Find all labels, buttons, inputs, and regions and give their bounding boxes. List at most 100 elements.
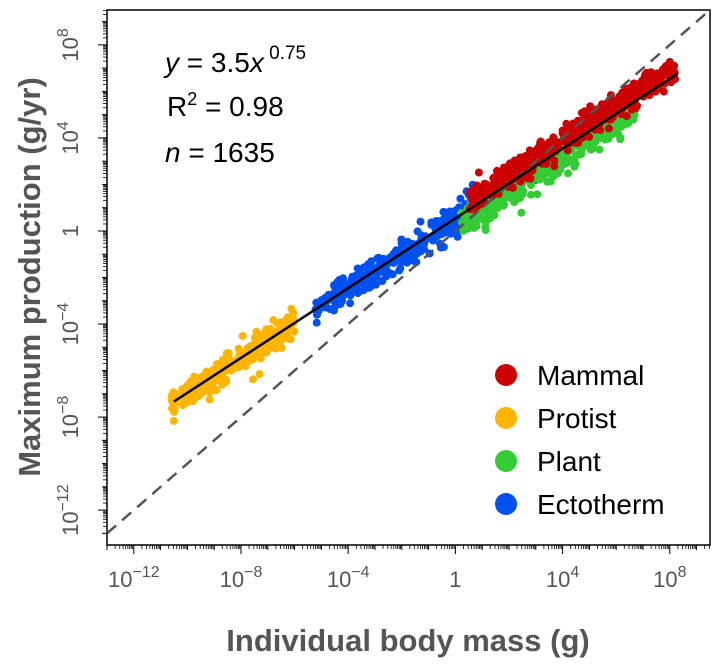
data-point — [549, 133, 558, 142]
data-point — [289, 308, 298, 317]
data-point — [527, 181, 535, 190]
data-point — [589, 144, 598, 153]
data-point — [278, 335, 287, 343]
equation-text: y = 3.5x 0.75 — [163, 43, 306, 78]
data-point — [508, 183, 517, 192]
data-point — [312, 318, 321, 327]
data-point — [168, 404, 177, 413]
data-point — [502, 192, 511, 201]
x-tick-label: 108 — [653, 564, 686, 592]
data-point — [489, 174, 498, 183]
legend-item-mammal: Mammal — [495, 360, 644, 391]
x-tick-label: 1 — [449, 567, 461, 592]
sample-size-text: n = 1635 — [165, 137, 275, 168]
data-point — [453, 232, 462, 241]
data-point — [446, 207, 454, 216]
data-point — [346, 299, 355, 308]
data-point — [473, 192, 482, 200]
y-tick-label: 10−4 — [55, 303, 83, 346]
data-point — [560, 160, 569, 168]
data-point — [526, 190, 535, 199]
legend-label: Mammal — [537, 360, 644, 391]
series-protist — [167, 304, 299, 425]
data-point — [604, 124, 613, 133]
data-point — [398, 241, 407, 250]
data-point — [397, 235, 406, 244]
data-point — [567, 133, 576, 142]
data-point — [416, 217, 425, 226]
x-tick-label: 10−4 — [327, 564, 370, 592]
data-point — [413, 227, 422, 236]
data-point — [234, 344, 243, 353]
data-point — [606, 106, 615, 115]
data-point — [260, 328, 269, 337]
legend-marker — [495, 407, 517, 429]
data-point — [550, 162, 559, 171]
data-point — [183, 382, 192, 390]
data-point — [346, 291, 355, 300]
data-point — [249, 375, 258, 384]
legend-marker — [495, 450, 517, 472]
data-point — [456, 194, 465, 203]
data-point — [169, 388, 178, 397]
data-point — [231, 363, 239, 371]
y-tick-label: 104 — [55, 121, 83, 154]
x-tick-label: 10−8 — [220, 564, 263, 592]
legend-label: Plant — [537, 446, 601, 477]
y-tick-label: 10−12 — [55, 484, 83, 536]
data-point — [670, 61, 679, 70]
data-point — [620, 120, 629, 129]
x-axis: 10−12 10−8 10−4 1 104 108 — [106, 545, 710, 592]
x-tick-label: 104 — [546, 564, 579, 592]
data-point — [622, 112, 631, 121]
data-point — [238, 332, 247, 340]
data-point — [222, 375, 231, 384]
data-point — [212, 386, 221, 394]
data-point — [642, 68, 651, 77]
data-point — [255, 370, 264, 379]
data-point — [533, 190, 542, 199]
data-point — [338, 296, 346, 305]
data-point — [277, 318, 286, 327]
y-axis-label: Maximum production (g/yr) — [12, 77, 47, 477]
data-point — [169, 416, 178, 425]
data-point — [580, 123, 588, 131]
data-point — [481, 226, 490, 234]
data-point — [517, 208, 526, 217]
data-point — [536, 170, 545, 179]
legend-marker — [495, 493, 517, 515]
y-tick-label: 1 — [58, 225, 83, 237]
y-tick-label: 108 — [55, 28, 83, 61]
data-point — [368, 278, 377, 287]
series-mammal — [465, 57, 680, 214]
data-point — [580, 112, 589, 121]
data-point — [335, 275, 344, 284]
data-point — [384, 268, 393, 277]
y-tick-label: 10−8 — [55, 396, 83, 439]
data-point — [470, 223, 479, 232]
equation-annotation: y = 3.5x 0.75 R2 = 0.98 n = 1635 — [163, 43, 306, 168]
r-squared-text: R2 = 0.98 — [167, 89, 284, 122]
data-point — [658, 65, 667, 74]
data-point — [516, 177, 525, 186]
one-to-one-reference-line — [108, 11, 709, 535]
legend: Mammal Protist Plant Ectotherm — [495, 360, 665, 520]
data-point — [468, 196, 477, 205]
data-point — [562, 119, 571, 128]
data-point — [396, 258, 405, 267]
data-point — [564, 169, 572, 178]
data-point — [591, 137, 600, 146]
y-axis: 10−12 10−8 10−4 1 104 108 — [55, 10, 107, 536]
data-point — [497, 199, 506, 208]
data-point — [563, 146, 572, 155]
data-point — [271, 344, 280, 353]
data-point — [613, 120, 621, 129]
data-point — [562, 153, 571, 162]
data-point — [357, 270, 365, 279]
data-point — [194, 392, 203, 401]
data-point — [607, 130, 616, 139]
data-point — [594, 112, 603, 121]
data-point — [222, 349, 231, 358]
data-point — [596, 126, 605, 135]
data-point — [482, 214, 491, 222]
